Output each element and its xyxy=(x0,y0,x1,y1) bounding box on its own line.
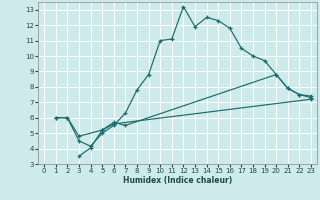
X-axis label: Humidex (Indice chaleur): Humidex (Indice chaleur) xyxy=(123,176,232,185)
